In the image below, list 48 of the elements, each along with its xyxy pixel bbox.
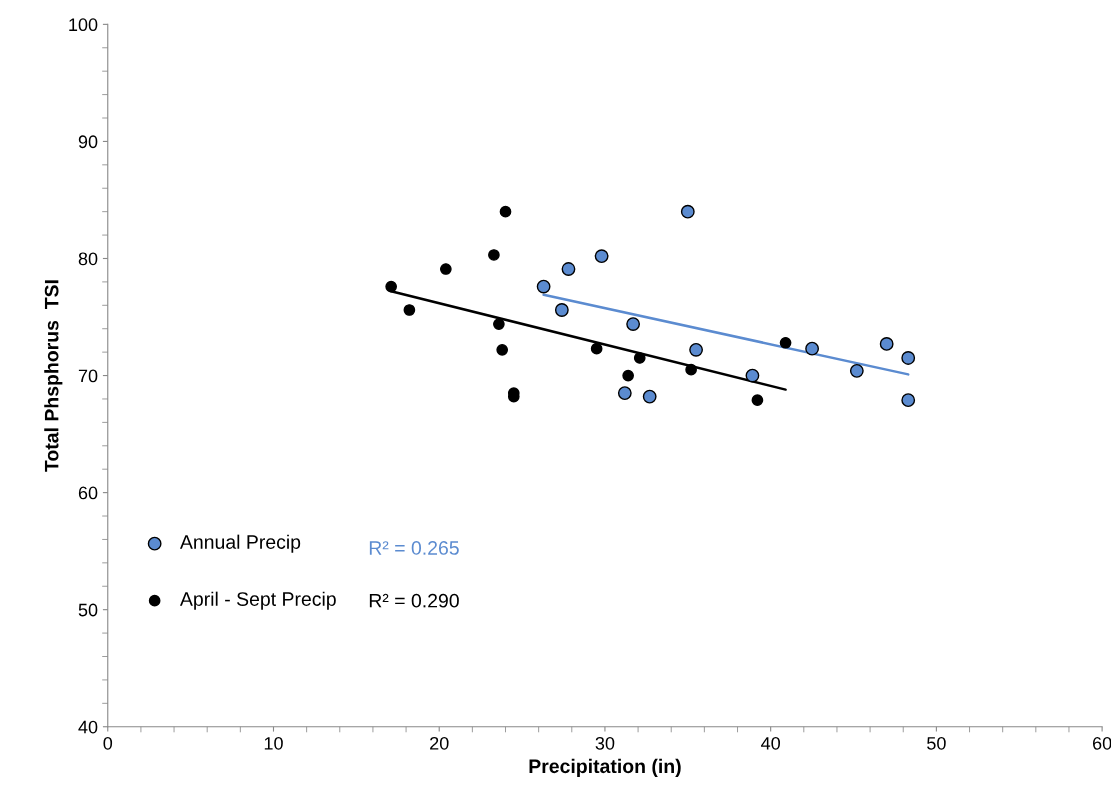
point xyxy=(633,352,646,364)
point xyxy=(594,249,609,264)
point xyxy=(745,368,760,383)
point xyxy=(626,317,641,331)
point xyxy=(617,386,632,401)
y-axis-title: Total Phsphorus TSI xyxy=(44,280,63,472)
legend-label: Annual Precip xyxy=(179,534,301,553)
point xyxy=(622,369,634,382)
point xyxy=(496,343,509,356)
y-tick-label: 100 xyxy=(69,18,98,32)
y-tick-label: 70 xyxy=(78,369,98,383)
point xyxy=(680,204,695,219)
annotation: R² = 0.265 xyxy=(369,541,459,555)
point xyxy=(493,318,505,330)
point xyxy=(536,279,551,294)
point xyxy=(561,262,576,276)
x-axis-title: Precipitation (in) xyxy=(529,758,681,777)
legend-label: April - Sept Precip xyxy=(179,591,336,610)
y-tick-label: 50 xyxy=(78,603,98,617)
point xyxy=(689,342,703,357)
point xyxy=(554,303,569,317)
x-tick-label: 30 xyxy=(595,736,615,750)
x-tick-label: 0 xyxy=(103,736,113,750)
point xyxy=(779,336,792,349)
y-tick-label: 60 xyxy=(78,486,98,500)
point xyxy=(879,337,894,351)
x-tick-label: 10 xyxy=(264,736,283,750)
point xyxy=(751,394,764,406)
point xyxy=(849,363,864,378)
point xyxy=(901,393,916,408)
y-tick-label: 80 xyxy=(78,252,98,266)
point xyxy=(403,304,416,316)
point xyxy=(805,341,820,356)
point xyxy=(642,389,657,404)
x-tick-label: 60 xyxy=(1092,736,1111,750)
x-tick-label: 20 xyxy=(430,736,449,750)
point xyxy=(439,263,452,275)
y-tick-label: 90 xyxy=(78,135,98,149)
x-tick-label: 40 xyxy=(761,736,780,750)
y-tick-label: 40 xyxy=(78,720,98,734)
point xyxy=(901,351,916,365)
point xyxy=(385,280,398,293)
annotation: R² = 0.290 xyxy=(369,593,459,608)
point xyxy=(499,205,512,218)
point xyxy=(590,342,603,355)
x-tick-label: 50 xyxy=(927,736,946,750)
point xyxy=(488,249,500,261)
point xyxy=(685,363,697,376)
